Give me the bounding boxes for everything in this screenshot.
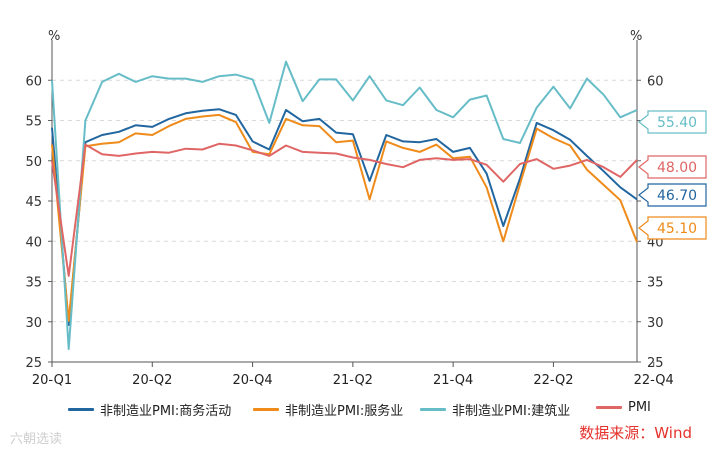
y-tick-label-left: 55: [25, 115, 42, 130]
y-tick-label-left: 30: [25, 316, 42, 331]
legend-swatch: [253, 408, 279, 411]
y-tick-label-right: 35: [647, 276, 664, 291]
x-tick-label: 22-Q2: [533, 373, 573, 388]
end-label-box-3: [638, 155, 707, 179]
y-tick-label-right: 25: [647, 356, 664, 371]
series-line-2: [51, 60, 638, 351]
y-tick-label-left: 60: [25, 74, 42, 89]
y-tick-label-right: 60: [647, 74, 664, 89]
x-tick-label: 21-Q2: [333, 373, 373, 388]
grid: [52, 79, 637, 363]
x-tick-label: 20-Q2: [132, 373, 172, 388]
y-tick-label-left: 50: [25, 155, 42, 170]
y-tick-label-left: 45: [25, 195, 42, 210]
y-tick-label-left: 35: [25, 276, 42, 291]
legend-swatch: [68, 408, 94, 411]
axes: 25253030353540404545505055556060%%20-Q12…: [25, 29, 673, 388]
end-label-box-0: [638, 183, 707, 207]
y-tick-label-right: 30: [647, 316, 664, 331]
end-label-box-2: [638, 110, 707, 134]
legend-swatch: [420, 408, 446, 411]
legend-label: 非制造业PMI:商务活动: [100, 404, 232, 419]
legend-item-0: 非制造业PMI:商务活动: [68, 400, 231, 419]
legend-swatch: [596, 406, 622, 409]
end-label-box-1: [638, 216, 707, 240]
y-tick-label-left: 40: [25, 235, 42, 250]
x-tick-label: 22-Q4: [634, 373, 674, 388]
end-label-0: 46.70: [657, 188, 697, 204]
series-line-3: [51, 142, 638, 277]
source-note: 数据来源：Wind: [579, 424, 692, 442]
watermark: 六朝选读: [10, 432, 63, 447]
legend: 非制造业PMI:商务活动 非制造业PMI:服务业 非制造业PMI:建筑业 PMI: [0, 400, 720, 420]
end-label-3: 48.00: [657, 160, 697, 176]
end-label-1: 45.10: [657, 221, 697, 237]
legend-label: PMI: [628, 400, 651, 415]
end-labels: 46.70 45.10 55.40 48.00: [638, 110, 707, 240]
x-tick-label: 20-Q1: [32, 373, 72, 388]
series-line-1: [51, 113, 638, 322]
legend-label: 非制造业PMI:建筑业: [452, 404, 571, 419]
y-tick-label-left: 25: [25, 356, 42, 371]
legend-item-2: 非制造业PMI:建筑业: [420, 400, 570, 419]
legend-item-1: 非制造业PMI:服务业: [253, 400, 403, 419]
right-axis-unit: %: [630, 29, 642, 44]
legend-label: 非制造业PMI:服务业: [285, 404, 404, 419]
series-line-0: [51, 108, 638, 326]
x-tick-label: 21-Q4: [433, 373, 473, 388]
series-lines: [51, 60, 638, 351]
legend-item-3: PMI: [596, 400, 651, 415]
end-label-2: 55.40: [657, 115, 697, 131]
x-tick-label: 20-Q4: [232, 373, 272, 388]
left-axis-unit: %: [48, 29, 60, 44]
